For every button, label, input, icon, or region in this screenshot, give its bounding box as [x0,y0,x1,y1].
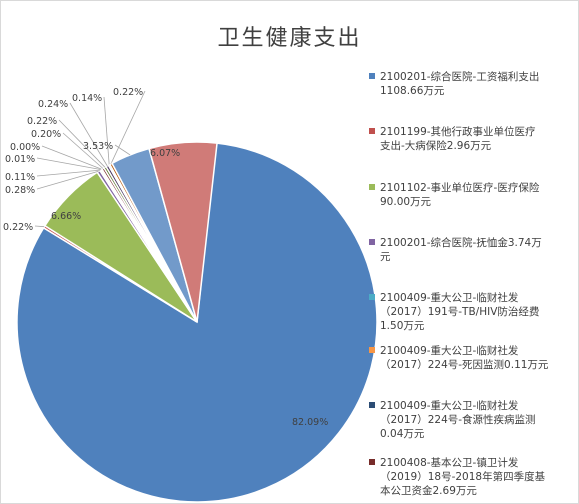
leader-line [36,170,99,190]
leader-line [36,169,101,177]
data-label: 0.22% [113,87,143,98]
data-label: 6.66% [51,211,81,222]
legend-swatch [369,128,375,134]
legend-label: 2100201-综合医院-抚恤金3.74万元 [380,237,542,263]
data-label: 0.11% [5,172,35,183]
data-label: 6.07% [150,148,180,159]
legend-item: 2100201-综合医院-抚恤金3.74万元 [369,236,575,264]
legend-label: 2101102-事业单位医疗-医疗保险 90.00万元 [380,182,540,208]
data-label: 3.53% [83,141,113,152]
pie-slice [148,141,218,323]
legend-label: 2100409-重大公卫-临财社发 （2017）224号-食源性疾病监测 0.04万… [380,400,536,440]
legend-swatch [369,294,375,300]
legend-label: 2100408-基本公卫-镇卫计发 （2019）18号-2018年第四季度基 本公卫… [380,457,546,497]
data-label: 0.22% [27,116,57,127]
leader-line [110,90,146,165]
legend-label: 2100201-综合医院-工资福利支出 1108.66万元 [380,71,540,97]
leader-line [36,157,102,170]
leader-line [34,225,45,228]
chart-title: 卫生健康支出 [217,26,362,51]
legend-item: 2101199-其他行政事业单位医疗 支出-大病保险2.96万元 [369,125,575,153]
leader-line [69,102,108,167]
legend-item: 2100409-重大公卫-临财社发 （2017）224号-死因监测0.11万元 [369,344,575,372]
data-label: 0.22% [3,222,33,233]
data-label: 0.14% [72,93,102,104]
data-label: 0.00% [10,142,40,153]
data-label: 0.28% [5,185,35,196]
leader-line [41,145,102,170]
legend-swatch [369,402,375,408]
data-label: 82.09% [292,417,328,428]
legend-item: 2100409-重大公卫-临财社发 （2017）191号-TB/HIV防治经费 1.… [369,291,575,333]
leader-line [103,96,110,165]
data-label: 0.24% [38,99,68,110]
legend-label: 2100409-重大公卫-临财社发 （2017）224号-死因监测0.11万元 [380,345,549,371]
legend-swatch [369,73,375,79]
legend-swatch [369,184,375,190]
pie-slice [16,142,378,503]
legend-item: 2100409-重大公卫-临财社发 （2017）224号-食源性疾病监测 0.04万… [369,399,575,441]
legend-label: 2101199-其他行政事业单位医疗 支出-大病保险2.96万元 [380,126,536,152]
data-label: 0.20% [31,129,61,140]
legend-item: 2100201-综合医院-工资福利支出 1108.66万元 [369,70,575,98]
legend-label: 2100409-重大公卫-临财社发 （2017）191号-TB/HIV防治经费 1.… [380,292,540,332]
leader-line [62,132,104,169]
legend-item: 2100408-基本公卫-镇卫计发 （2019）18号-2018年第四季度基 本公卫… [369,456,575,498]
legend-swatch [369,347,375,353]
leader-line [114,144,131,156]
data-label: 0.01% [5,154,35,165]
legend-swatch [369,459,375,465]
legend-swatch [369,239,375,245]
legend-item: 2101102-事业单位医疗-医疗保险 90.00万元 [369,181,575,209]
leader-line [58,119,106,168]
